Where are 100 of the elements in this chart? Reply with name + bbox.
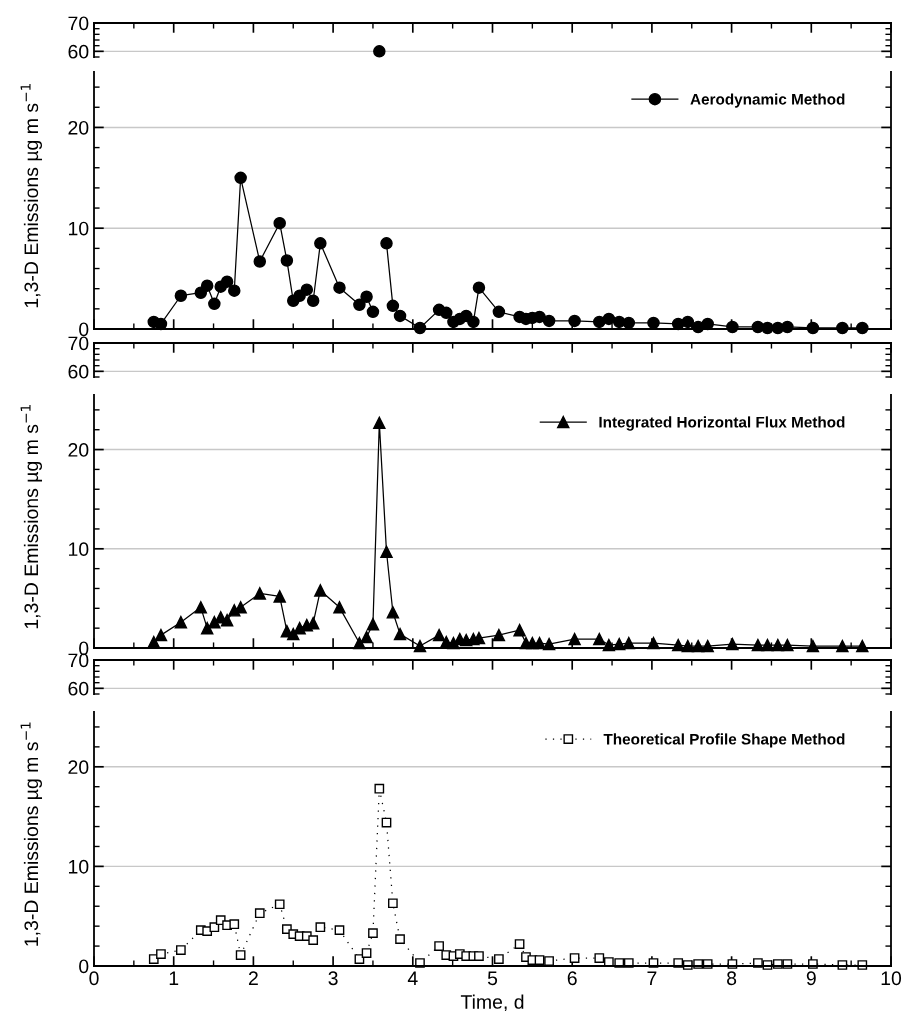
point — [360, 290, 373, 303]
y-tick-label: 0 — [79, 322, 89, 337]
point — [148, 954, 159, 964]
x-tick-label: 8 — [727, 971, 737, 986]
point — [156, 949, 166, 959]
point — [366, 617, 380, 631]
point — [154, 628, 168, 642]
point — [568, 632, 581, 646]
point — [315, 922, 326, 933]
point — [374, 783, 385, 794]
point — [314, 584, 327, 597]
point — [393, 627, 407, 641]
y-tick-label: 60 — [68, 681, 89, 696]
point — [513, 623, 526, 637]
point — [393, 309, 407, 323]
point — [176, 945, 186, 955]
point — [174, 289, 188, 302]
x-tick-label: 6 — [567, 971, 577, 986]
point — [434, 941, 444, 951]
point — [492, 628, 506, 642]
point — [254, 908, 265, 919]
x-tick-label: 2 — [248, 971, 258, 985]
point — [286, 627, 300, 641]
point — [208, 297, 221, 311]
x-tick-label: 3 — [328, 971, 338, 986]
point — [353, 298, 366, 312]
point — [253, 255, 267, 268]
x-axis-title: Time, d — [460, 994, 524, 1012]
point — [386, 299, 400, 313]
point — [568, 314, 581, 328]
y-tick-label: 10 — [69, 221, 89, 236]
point — [194, 601, 208, 614]
point — [534, 955, 545, 965]
point — [228, 284, 241, 297]
point — [366, 305, 380, 319]
y-tick-label: 20 — [68, 443, 89, 457]
point — [273, 216, 286, 230]
y-tick-label: 20 — [68, 760, 89, 775]
point — [386, 606, 400, 619]
y-tick-label: 60 — [68, 44, 89, 59]
point — [280, 254, 294, 267]
y-tick-label: 70 — [68, 16, 89, 31]
point — [440, 306, 453, 320]
point — [360, 630, 373, 644]
point — [533, 310, 546, 324]
point — [368, 928, 378, 938]
point — [253, 587, 267, 600]
point — [647, 316, 660, 330]
x-tick-label: 7 — [647, 971, 657, 985]
y-tick-label: 10 — [69, 542, 89, 557]
point — [235, 950, 246, 960]
point — [542, 314, 556, 328]
y-tick-label: 20 — [68, 120, 89, 135]
point — [569, 953, 580, 963]
x-tick-label: 4 — [407, 971, 418, 985]
point — [514, 939, 525, 949]
point — [234, 171, 247, 185]
point — [432, 628, 446, 642]
point — [306, 294, 320, 308]
legend-label: Integrated Horizontal Flux Method — [599, 416, 845, 431]
point — [492, 305, 506, 319]
point — [494, 954, 504, 964]
point — [594, 953, 605, 963]
point — [200, 621, 214, 635]
point — [388, 898, 398, 909]
x-tick-label: 1 — [169, 971, 179, 985]
y-axis-title: 1,3-D Emissions µg m s$^{−1}$ — [20, 405, 43, 629]
legend-label: Theoretical Profile Shape Method — [603, 733, 845, 748]
x-tick-label: 5 — [487, 971, 498, 986]
point — [220, 275, 234, 288]
point — [300, 283, 314, 296]
point — [373, 416, 386, 430]
point — [274, 899, 285, 910]
point — [602, 312, 616, 326]
point — [333, 601, 346, 614]
point — [200, 279, 214, 292]
x-tick-label: 9 — [806, 971, 816, 986]
y-axis-title: 1,3-D Emissions µg m s$^{−1}$ — [20, 722, 43, 946]
point — [681, 315, 695, 329]
point — [209, 922, 220, 933]
point — [334, 925, 345, 936]
point — [593, 632, 606, 646]
point — [544, 956, 554, 966]
y-tick-label: 60 — [68, 364, 89, 379]
point — [380, 237, 393, 250]
point — [472, 281, 486, 294]
point — [273, 590, 286, 603]
y-axis-title: 1,3-D Emissions µg m s$^{−1}$ — [20, 83, 43, 308]
point — [174, 615, 188, 629]
point — [308, 935, 319, 945]
y-tick-label: 70 — [68, 336, 89, 351]
y-tick-label: 10 — [69, 859, 89, 874]
point — [333, 281, 346, 294]
legend-label: Aerodynamic Method — [690, 93, 845, 108]
point — [380, 545, 393, 559]
point — [229, 919, 240, 930]
point — [395, 934, 405, 944]
x-tick-label: 10 — [881, 971, 902, 986]
x-tick-label: 0 — [89, 971, 99, 986]
point — [314, 237, 327, 250]
